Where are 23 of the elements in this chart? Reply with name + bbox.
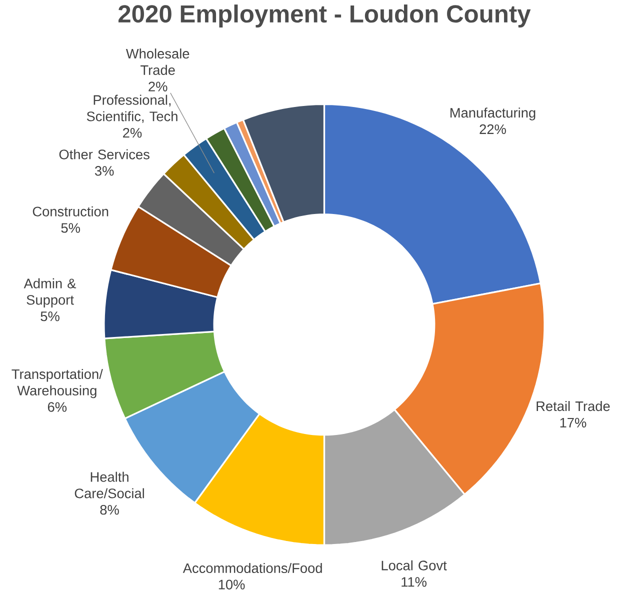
slice-label: Manufacturing [450,108,536,120]
slice-label: Admin & Support [24,278,76,308]
data-label: 10% [218,580,245,590]
slice-label: Wholesale Trade [126,48,190,76]
slice-label: Health Care/Social [74,472,144,498]
data-label: 2% [123,128,142,138]
chart-title: 2020 Employment - Loudon County [118,4,531,28]
data-label: 2% [148,82,168,92]
slice-label: Local Govt [382,560,447,570]
slice-label: Retail Trade [536,401,610,412]
data-label: 11% [402,577,426,587]
data-label: 5% [61,223,80,233]
slice-label: Accommodations/Food [182,563,322,574]
data-label: 8% [100,505,119,515]
data-label: 22% [480,124,506,134]
data-label: 17% [560,418,586,428]
slice-label: Construction [32,206,108,216]
slice-label: Transportation/ Warehousing [12,369,103,398]
data-label: 5% [40,312,60,322]
slice-label: Professional, Scientific, Tech [86,94,178,123]
slice-label: Other Services [59,149,150,160]
data-label: 3% [94,166,114,176]
data-label: 6% [48,402,67,412]
